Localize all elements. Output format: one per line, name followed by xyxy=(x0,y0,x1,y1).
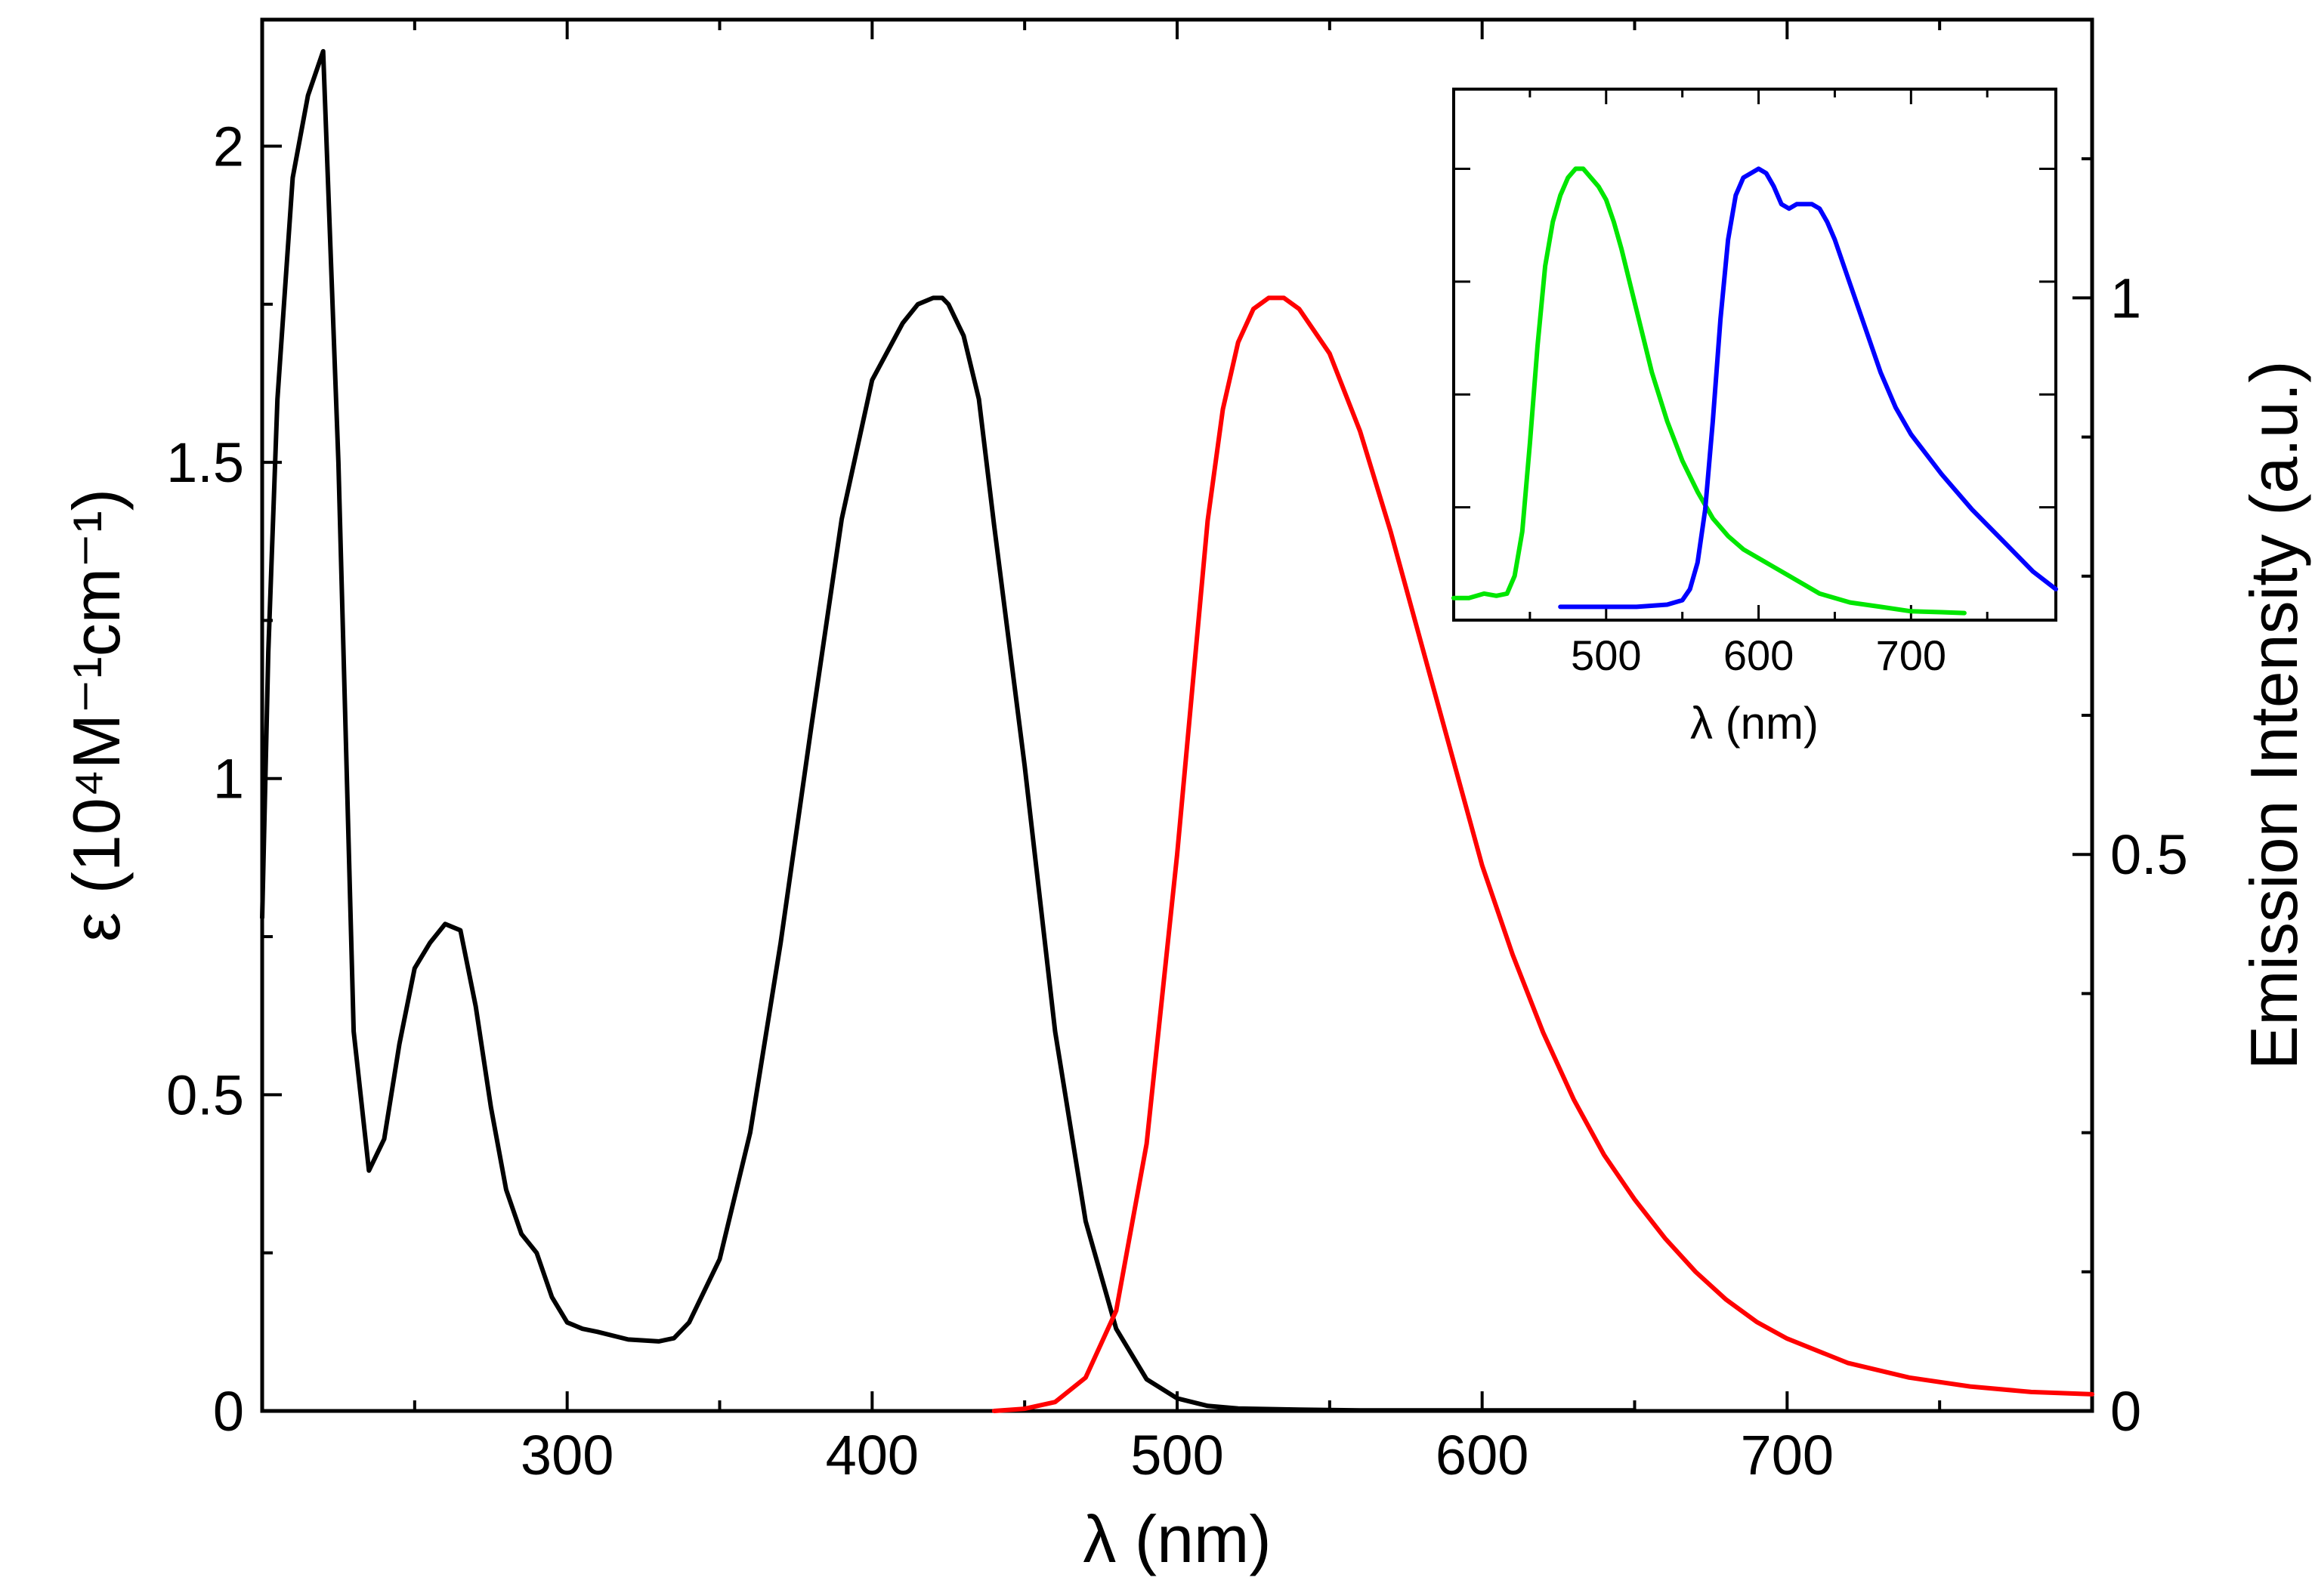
y-left-tick-label: 2 xyxy=(213,115,244,178)
inset-x-tick-label: 500 xyxy=(1571,631,1641,679)
inset-series-group xyxy=(1451,166,2058,616)
y-left-tick-label: 0 xyxy=(213,1380,244,1443)
x-tick-label: 400 xyxy=(826,1424,919,1486)
main-tick-labels: 300 400 500 600 700 0 0.5 1 1.5 2 0 0.5 1 xyxy=(166,115,2188,1486)
y-left-tick-label: 1 xyxy=(213,748,244,810)
inset-x-tick-label: 600 xyxy=(1723,631,1794,679)
main-series-group xyxy=(260,48,2094,1413)
inset-tick-labels: 500 600 700 xyxy=(1571,631,1946,679)
inset-blue-series-line xyxy=(1558,166,2058,610)
inset-plot: 500 600 700 λ (nm) xyxy=(1451,88,2058,749)
y-right-tick-label: 0 xyxy=(2110,1380,2141,1443)
y-right-tick-label: 0.5 xyxy=(2110,823,2188,886)
x-tick-label: 300 xyxy=(521,1424,614,1486)
main-x-axis-title: λ (nm) xyxy=(1083,1502,1271,1576)
absorption-series-line xyxy=(260,48,1637,1413)
x-tick-label: 700 xyxy=(1741,1424,1834,1486)
inset-x-tick-label: 700 xyxy=(1876,631,1946,679)
x-tick-label: 600 xyxy=(1436,1424,1528,1486)
main-y-left-axis-title: ε (10⁴M⁻¹cm⁻¹) xyxy=(59,489,134,942)
inset-plot-frame xyxy=(1452,88,2057,622)
x-tick-label: 500 xyxy=(1130,1424,1223,1486)
main-plot: 300 400 500 600 700 0 0.5 1 1.5 2 0 0.5 1 λ (nm) ε (… xyxy=(59,17,2311,1576)
y-left-tick-label: 0.5 xyxy=(166,1063,244,1126)
y-left-tick-label: 1.5 xyxy=(166,431,244,494)
inset-x-axis-title: λ (nm) xyxy=(1690,698,1819,749)
emission-series-line xyxy=(991,295,2094,1413)
inset-green-series-line xyxy=(1451,166,1967,616)
main-y-right-axis-title: Emission Intensity (a.u.) xyxy=(2236,361,2311,1070)
inset-ticks xyxy=(1454,89,2056,620)
y-right-tick-label: 1 xyxy=(2110,267,2141,329)
